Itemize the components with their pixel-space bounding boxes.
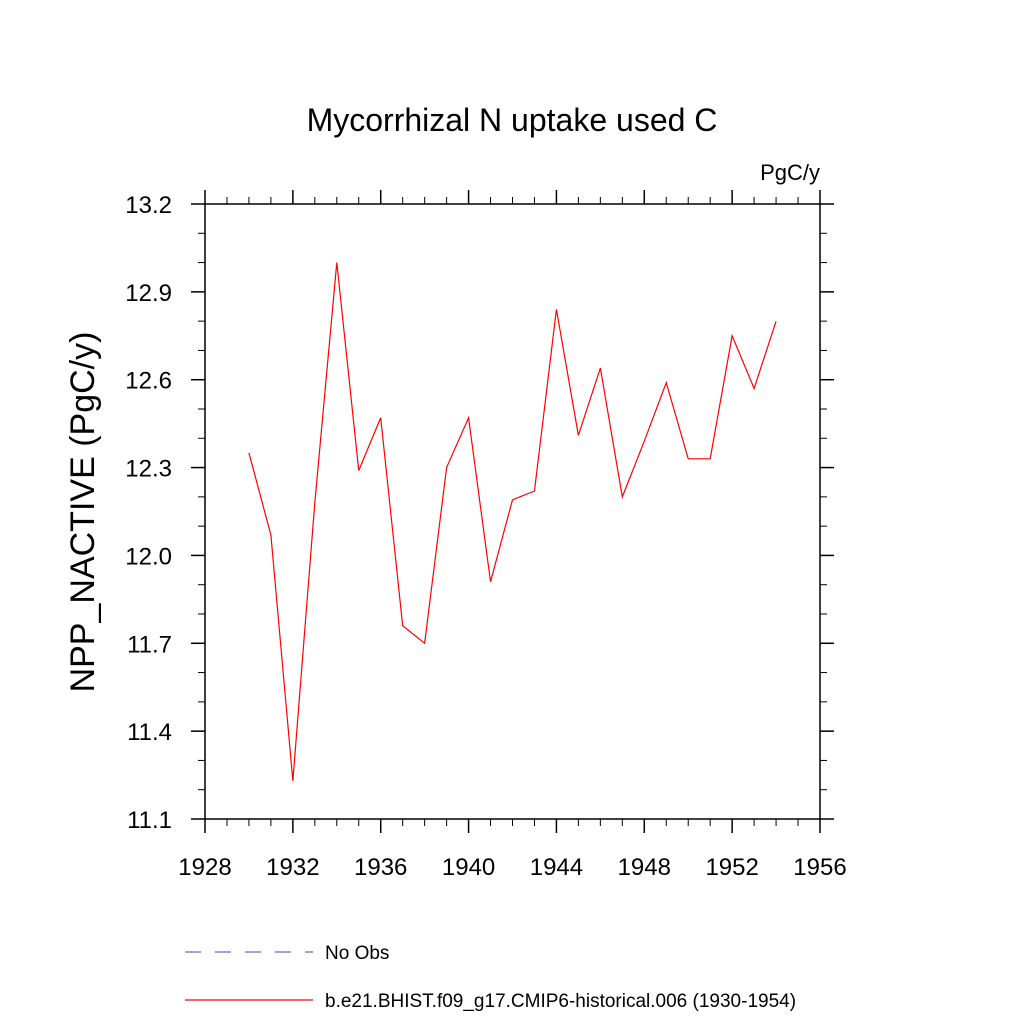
x-tick-label: 1936 [354, 854, 407, 881]
x-tick-label: 1948 [618, 854, 671, 881]
y-tick-label: 11.4 [127, 719, 172, 746]
y-tick-label: 12.3 [125, 456, 172, 483]
chart-title: Mycorrhizal N uptake used C [307, 102, 718, 138]
axis-tick-labels: 1928 1932 1936 1940 1944 1948 1952 1956 11.1 11.4… [125, 192, 846, 881]
y-tick-label: 12.0 [125, 543, 172, 570]
series-line [248, 262, 777, 781]
x-tick-label: 1940 [442, 854, 495, 881]
x-tick-label: 1944 [530, 854, 583, 881]
x-tick-label: 1956 [793, 854, 846, 881]
y-tick-label: 11.7 [127, 631, 172, 658]
legend-label: No Obs [325, 943, 389, 964]
y-tick-label: 13.2 [125, 192, 172, 219]
y-tick-label: 12.9 [125, 280, 172, 307]
legend: No Obs b.e21.BHIST.f09_g17.CMIP6-historic… [185, 943, 796, 1012]
units-label: PgC/y [760, 160, 820, 185]
x-tick-label: 1952 [705, 854, 758, 881]
legend-label: b.e21.BHIST.f09_g17.CMIP6-historical.006… [325, 991, 796, 1012]
data-series [248, 262, 777, 781]
x-tick-label: 1928 [178, 854, 231, 881]
y-axis-label: NPP_NACTIVE (PgC/y) [64, 332, 102, 693]
axis-ticks [191, 190, 834, 833]
x-tick-label: 1932 [266, 854, 319, 881]
y-tick-label: 12.6 [125, 368, 172, 395]
y-tick-label: 11.1 [127, 807, 172, 834]
